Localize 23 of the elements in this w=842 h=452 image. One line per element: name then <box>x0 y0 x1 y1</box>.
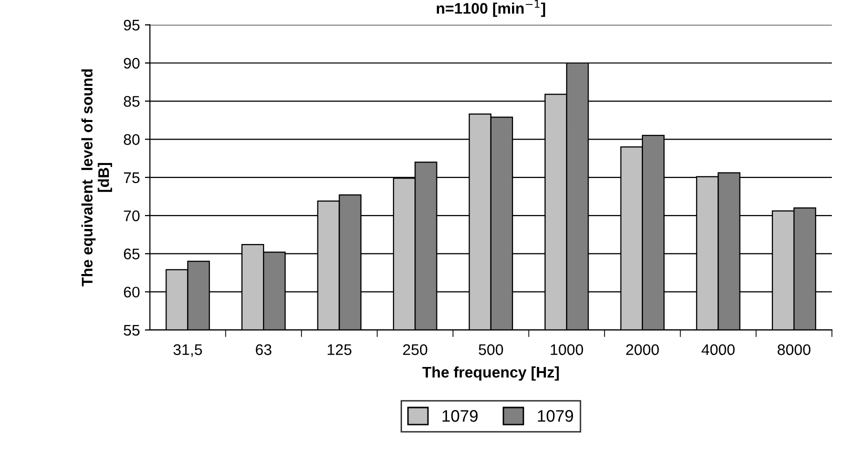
x-tick-label: 4000 <box>702 344 735 356</box>
x-tick-label: 8000 <box>778 344 810 356</box>
y-tick-label: 85 <box>124 96 140 107</box>
y-tick-label: 65 <box>124 248 140 260</box>
y-tick-label: 70 <box>124 210 140 222</box>
legend-label: 1079 <box>442 410 478 422</box>
x-tick-label: 2000 <box>626 344 659 356</box>
x-axis-title: The frequency [Hz] <box>422 366 559 381</box>
y-tick-label: 80 <box>124 134 140 145</box>
y-tick-label: 95 <box>124 20 140 31</box>
x-tick-label: 1000 <box>550 344 584 356</box>
x-tick-label: 500 <box>478 344 504 356</box>
y-tick-label: 60 <box>124 286 140 298</box>
legend-label: 1079 <box>538 410 574 422</box>
y-tick-label: 75 <box>124 172 140 184</box>
x-tick-label: 63 <box>256 344 272 356</box>
y-axis-title: The equivalent level of sound [dB] <box>81 69 112 286</box>
x-tick-label: 31,5 <box>173 344 202 357</box>
y-tick-label: 90 <box>124 58 140 69</box>
chart-title: n=1100 [min$^{−1}$] <box>436 0 546 17</box>
y-tick-label: 55 <box>124 324 140 336</box>
x-tick-label: 125 <box>328 344 352 356</box>
x-tick-label: 250 <box>403 344 428 356</box>
